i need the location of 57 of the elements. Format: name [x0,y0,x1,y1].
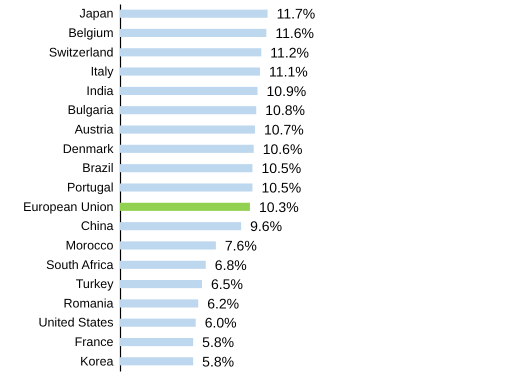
y-tick-label: Austria [74,122,114,137]
y-tick-label: Bulgaria [68,103,114,118]
y-tick-label: United States [38,316,114,330]
data-label: 7.6% [224,237,257,254]
bar [120,10,268,18]
y-tick-label: European Union [23,200,114,214]
y-tick-label: Brazil [82,161,114,176]
data-label: 11.6% [275,24,314,41]
bar [120,260,206,269]
bar [120,357,194,366]
bar [120,280,202,288]
data-label: 10.8% [265,102,305,118]
y-tick-label: Japan [79,6,114,21]
y-tick-label: France [74,335,114,350]
y-tick-label: Turkey [76,277,114,292]
y-tick-label: Korea [80,354,114,368]
y-tick-label: Morocco [66,238,114,252]
y-tick-label: Italy [90,64,114,79]
bar [120,202,250,211]
data-label: 6.0% [204,314,237,331]
y-tick-label: Portugal [66,180,114,194]
bar [120,318,196,327]
bar [120,48,262,56]
y-tick-label: South Africa [46,258,114,272]
y-tick-label: Belgium [68,26,114,40]
data-label: 6.8% [214,256,247,273]
data-label: 10.5% [261,180,302,196]
y-tick-label: Romania [63,296,114,310]
data-label: 11.1% [269,64,308,80]
data-label: 11.2% [270,44,309,60]
bar [120,299,198,308]
bar [120,28,266,38]
bar [120,106,256,114]
bar [120,222,242,230]
y-tick-label: Denmark [62,142,114,156]
data-label: 6.2% [207,295,240,312]
y-tick-label: India [86,84,114,98]
y-tick-label: Switzerland [48,45,114,60]
y-tick-label: China [80,219,114,234]
data-label: 10.3% [258,198,299,215]
data-label: 5.8% [202,334,234,350]
data-label: 10.5% [261,160,302,176]
data-label: 10.9% [266,82,306,99]
bar [120,164,252,172]
data-label: 6.5% [211,276,243,292]
data-label: 10.7% [264,122,304,138]
bar [120,338,194,346]
bar [120,86,258,95]
data-label: 10.6% [262,140,302,157]
bar [120,125,255,134]
data-label: 9.6% [250,218,282,234]
data-label: 5.8% [202,353,234,370]
bar [120,183,252,192]
bar [120,68,260,76]
bar [120,241,216,250]
bar [120,144,254,153]
data-label: 11.7% [276,6,316,22]
